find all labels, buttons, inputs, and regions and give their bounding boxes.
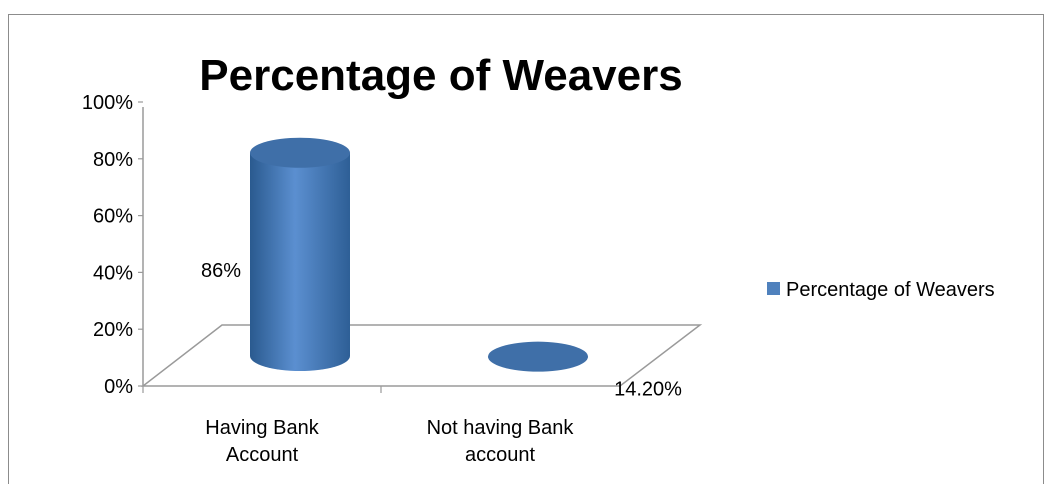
bars: 86% 14.20%	[201, 137, 682, 401]
category-label-line: Account	[226, 444, 299, 466]
y-tick-label: 20%	[93, 319, 133, 341]
legend-swatch	[767, 282, 780, 295]
bar-top	[250, 137, 350, 168]
chart-floor	[140, 324, 703, 387]
category-labels: Having Bank Account Not having Bank account	[205, 417, 574, 466]
legend-label: Percentage of Weavers	[786, 279, 995, 301]
category-label: Not having Bank account	[427, 417, 575, 466]
category-label: Having Bank Account	[205, 417, 319, 466]
bar: 86%	[201, 137, 350, 371]
y-tick-label: 100%	[82, 92, 133, 114]
data-label: 86%	[201, 260, 241, 282]
chart-frame	[8, 14, 1044, 484]
bar: 14.20%	[488, 341, 682, 401]
bar-top	[488, 341, 588, 372]
legend: Percentage of Weavers	[767, 279, 995, 301]
y-axis-ticks: 0% 20% 40% 60% 80% 100%	[82, 92, 621, 398]
y-tick-label: 80%	[93, 149, 133, 171]
chart-canvas: Percentage of Weavers 0% 20% 40% 60% 80% 100%…	[82, 51, 995, 466]
category-label-line: account	[465, 444, 535, 466]
category-label-line: Having Bank	[205, 417, 319, 439]
y-tick-label: 60%	[93, 206, 133, 228]
chart-title: Percentage of Weavers	[199, 51, 682, 100]
bar-body	[250, 152, 350, 371]
y-tick-label: 40%	[93, 262, 133, 284]
y-tick-label: 0%	[104, 376, 133, 398]
data-label: 14.20%	[614, 379, 682, 401]
category-label-line: Not having Bank	[427, 417, 575, 439]
